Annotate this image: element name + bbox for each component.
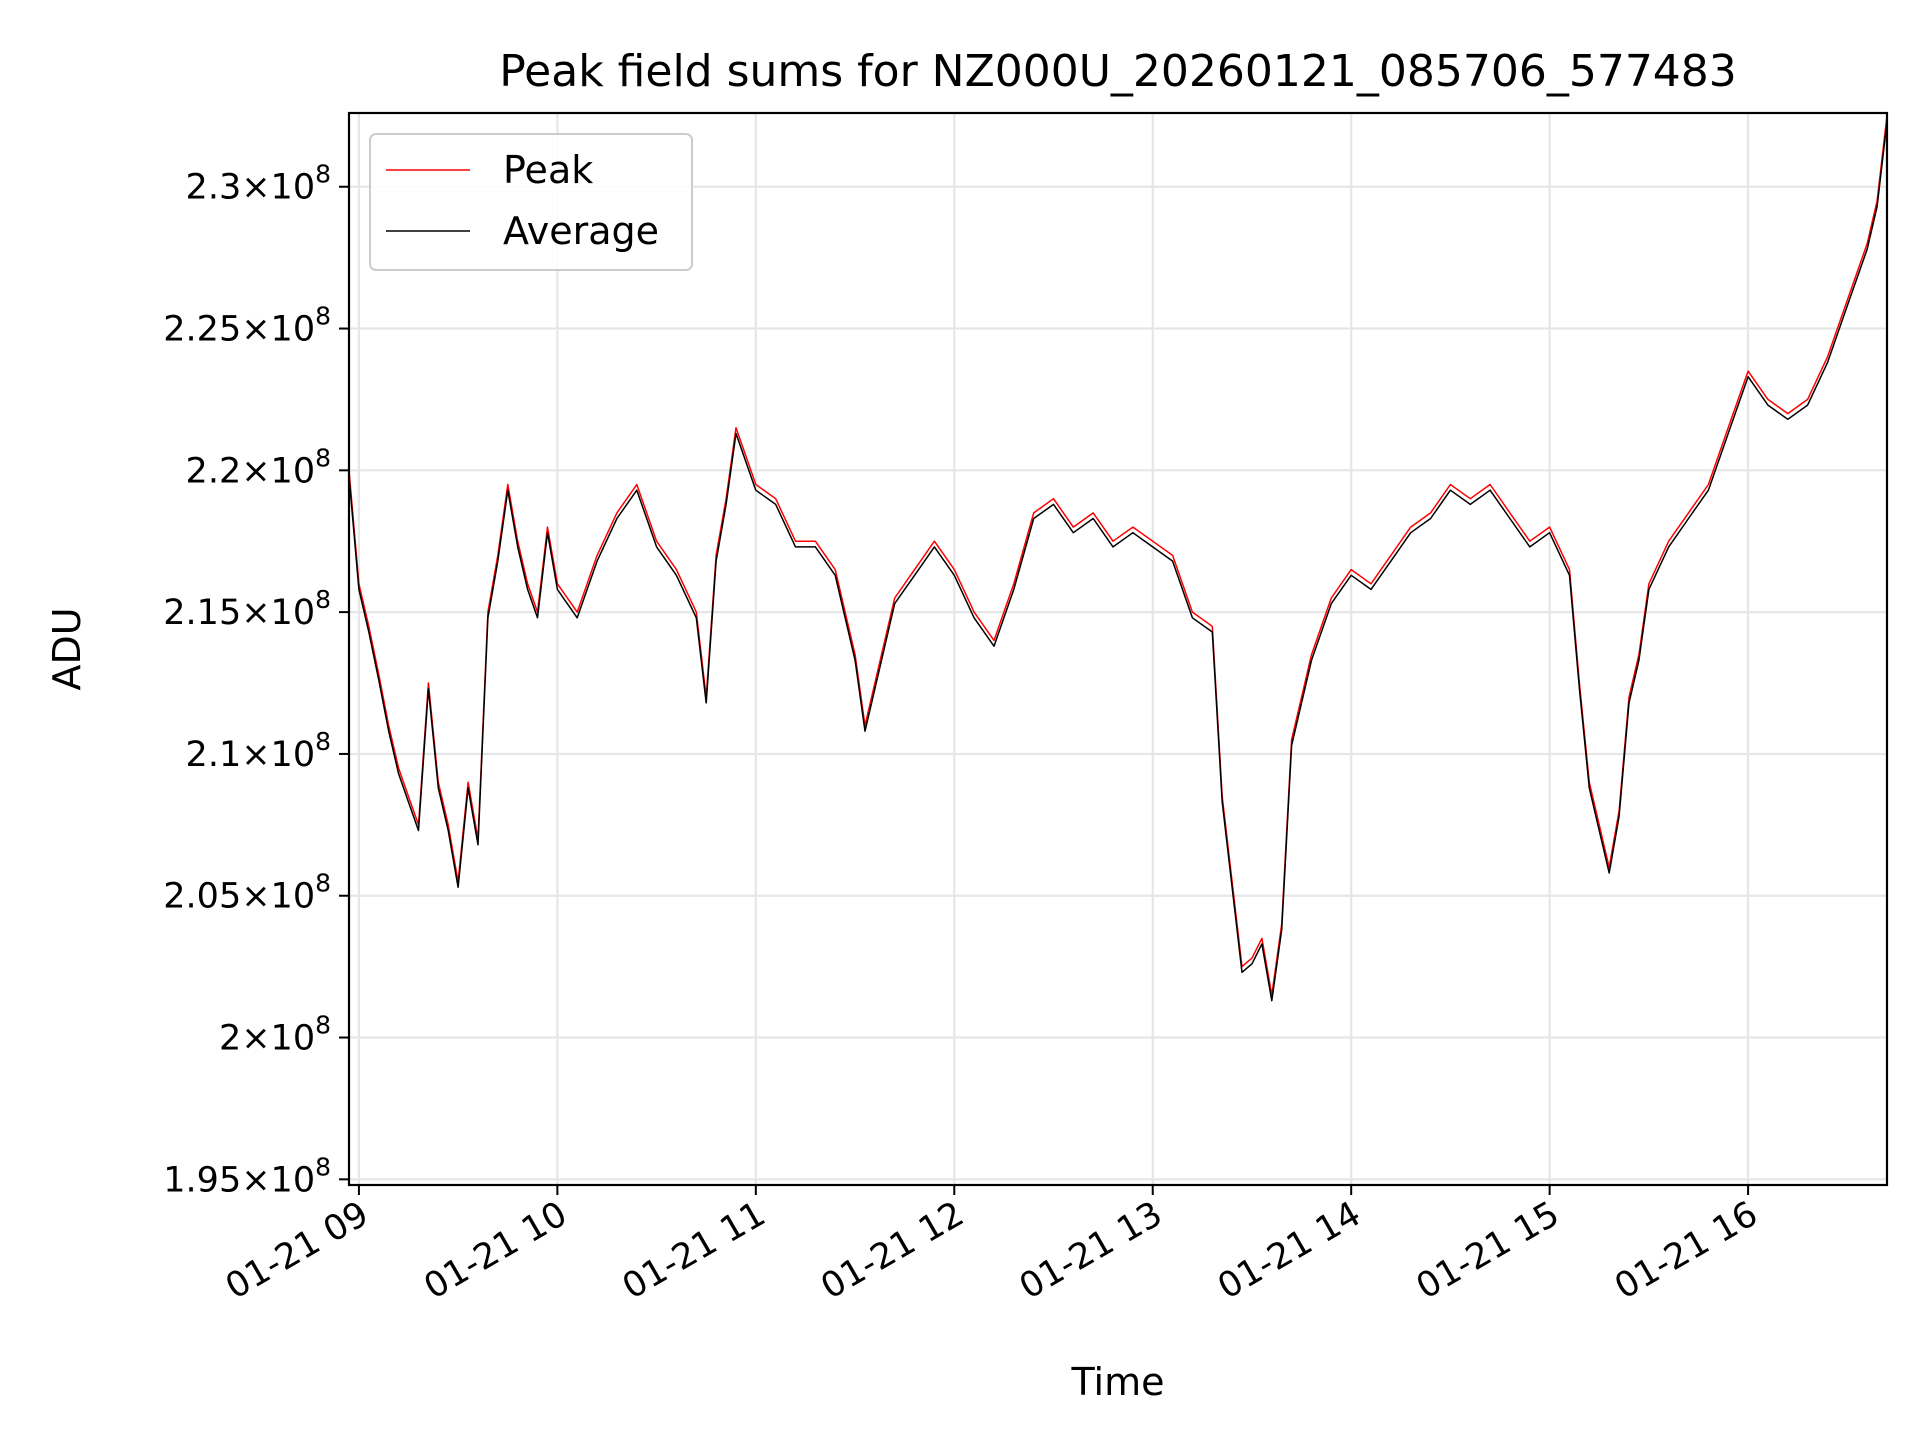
y-tick-label: 2.15×108: [163, 585, 331, 633]
y-tick-exponent: 8: [315, 869, 331, 898]
y-tick-mantissa: 1.95: [163, 1160, 241, 1200]
y-tick-exponent: 8: [315, 727, 331, 756]
y-axis-label: ADU: [45, 607, 89, 690]
y-tick-mantissa: 2: [219, 1019, 241, 1059]
legend: Peak Average: [369, 133, 693, 271]
legend-label-peak: Peak: [503, 148, 593, 192]
y-tick-exponent: 8: [315, 1152, 331, 1181]
y-tick-label: 2×108: [219, 1011, 331, 1059]
y-axis-ticks: 1.95×108 2×108 2.05×108 2.1×108 2.15×108 2.2×…: [163, 160, 349, 1200]
y-tick-label: 2.2×108: [186, 443, 331, 491]
y-tick-mantissa: 2.25: [163, 310, 241, 350]
plot-frame: [347, 111, 1889, 1187]
legend-label-average: Average: [503, 209, 659, 253]
series-layer: [348, 115, 1888, 1002]
y-tick-exponent: 8: [315, 1011, 331, 1040]
y-tick-mantissa: 2.1: [186, 735, 242, 775]
grid-lines: [349, 113, 1887, 1185]
y-tick-label: 1.95×108: [163, 1152, 331, 1200]
y-tick-exponent: 8: [315, 443, 331, 472]
y-tick-label: 2.1×108: [186, 727, 331, 775]
y-tick-exponent: 8: [315, 585, 331, 614]
legend-box: [369, 133, 693, 271]
x-axis-label: Time: [1071, 1360, 1165, 1404]
y-tick-mantissa: 2.2: [186, 451, 242, 491]
y-tick-exponent: 8: [315, 160, 331, 189]
y-tick-mantissa: 2.15: [163, 593, 241, 633]
y-tick-mantissa: 2.3: [186, 168, 242, 208]
chart-title: Peak field sums for NZ000U_20260121_0857…: [499, 46, 1737, 97]
y-tick-mantissa: 2.05: [163, 877, 241, 917]
y-tick-label: 2.25×108: [163, 302, 331, 350]
y-tick-label: 2.05×108: [163, 869, 331, 917]
y-tick-label: 2.3×108: [186, 160, 331, 208]
y-tick-exponent: 8: [315, 302, 331, 331]
series-line-average: [348, 121, 1888, 1002]
series-line-peak: [348, 115, 1888, 996]
